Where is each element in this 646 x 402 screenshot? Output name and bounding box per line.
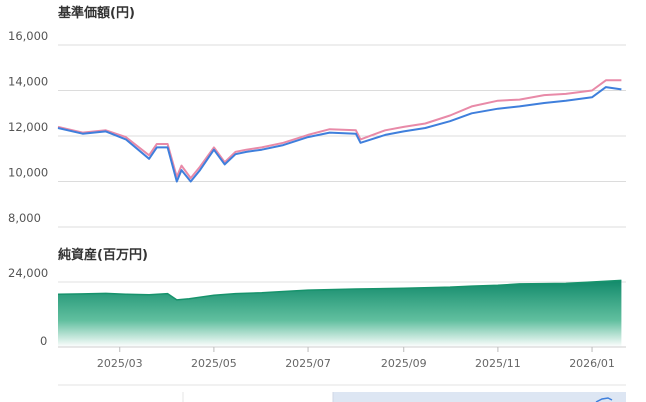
assets-area-series bbox=[57, 279, 622, 347]
price-y-tick-label: 10,000 bbox=[8, 166, 48, 180]
x-tick-label: 2025/05 bbox=[191, 357, 237, 370]
x-tick-label: 2025/09 bbox=[381, 357, 427, 370]
assets-panel: 純資産(百万円) 0 24,000 bbox=[8, 247, 626, 348]
assets-y-ticks: 0 24,000 bbox=[8, 266, 48, 348]
navigator-mini-line bbox=[595, 397, 613, 402]
range-navigator[interactable] bbox=[58, 384, 626, 402]
price-series-line-blue bbox=[57, 86, 622, 183]
price-y-tick-label: 8,000 bbox=[8, 211, 41, 225]
navigator-selected-range[interactable] bbox=[333, 392, 626, 402]
price-y-ticks: 8,000 10,000 12,000 14,000 16,000 bbox=[8, 29, 48, 225]
assets-area-line bbox=[57, 279, 622, 301]
assets-y-tick-label: 0 bbox=[40, 334, 47, 348]
price-lines bbox=[57, 79, 622, 183]
assets-area-fill bbox=[58, 280, 622, 347]
price-panel: 基準価額(円) 8,000 10,000 12,000 14,000 16,000 bbox=[8, 5, 626, 228]
x-tick-label: 2025/03 bbox=[97, 357, 143, 370]
x-ticks: 2025/03 2025/05 2025/07 2025/09 2025/11 2026/… bbox=[97, 347, 615, 370]
assets-y-tick-label: 24,000 bbox=[8, 266, 48, 280]
price-y-tick-label: 14,000 bbox=[8, 75, 48, 89]
price-gridlines bbox=[58, 44, 626, 228]
price-series-line-pink bbox=[57, 79, 622, 180]
price-title: 基準価額(円) bbox=[57, 5, 135, 21]
x-tick-label: 2026/01 bbox=[569, 357, 615, 370]
x-axis: 2025/03 2025/05 2025/07 2025/09 2025/11 2026/… bbox=[58, 346, 626, 370]
assets-title: 純資産(百万円) bbox=[58, 247, 148, 263]
x-tick-label: 2025/07 bbox=[285, 357, 331, 370]
price-y-tick-label: 16,000 bbox=[8, 29, 48, 43]
price-y-tick-label: 12,000 bbox=[8, 120, 48, 134]
x-tick-label: 2025/11 bbox=[475, 357, 521, 370]
